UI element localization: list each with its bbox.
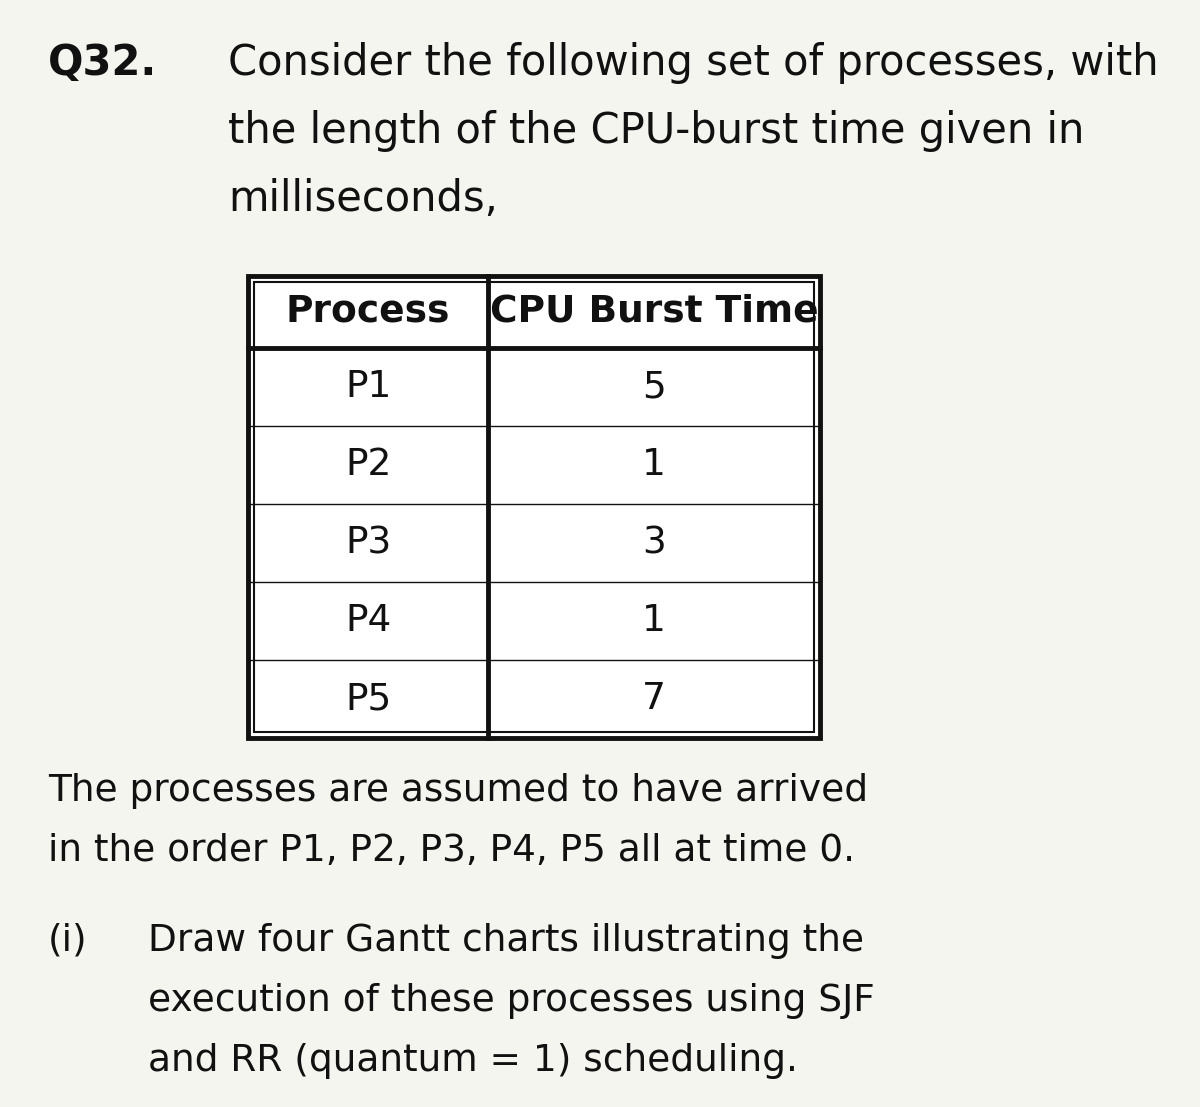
Bar [254, 282, 814, 732]
Text: P3: P3 [344, 525, 391, 561]
Bar [248, 276, 820, 738]
Text: (i): (i) [48, 923, 88, 959]
Text: P2: P2 [344, 447, 391, 483]
Text: Draw four Gantt charts illustrating the: Draw four Gantt charts illustrating the [148, 923, 864, 959]
Text: milliseconds,: milliseconds, [228, 178, 498, 220]
Text: and RR (quantum = 1) scheduling.: and RR (quantum = 1) scheduling. [148, 1043, 798, 1079]
Text: 3: 3 [642, 525, 666, 561]
Text: in the order P1, P2, P3, P4, P5 all at time 0.: in the order P1, P2, P3, P4, P5 all at t… [48, 832, 854, 869]
Text: execution of these processes using SJF: execution of these processes using SJF [148, 983, 875, 1020]
Text: 7: 7 [642, 681, 666, 717]
Text: P5: P5 [344, 681, 391, 717]
Text: Process: Process [286, 294, 450, 330]
Text: the length of the CPU-burst time given in: the length of the CPU-burst time given i… [228, 110, 1085, 152]
Text: 5: 5 [642, 369, 666, 405]
Text: P1: P1 [344, 369, 391, 405]
Text: The processes are assumed to have arrived: The processes are assumed to have arrive… [48, 773, 868, 809]
Text: Consider the following set of processes, with: Consider the following set of processes,… [228, 42, 1159, 84]
Text: P4: P4 [344, 603, 391, 639]
Text: Q32.: Q32. [48, 42, 157, 84]
Text: 1: 1 [642, 603, 666, 639]
Text: CPU Burst Time: CPU Burst Time [490, 294, 818, 330]
Text: 1: 1 [642, 447, 666, 483]
